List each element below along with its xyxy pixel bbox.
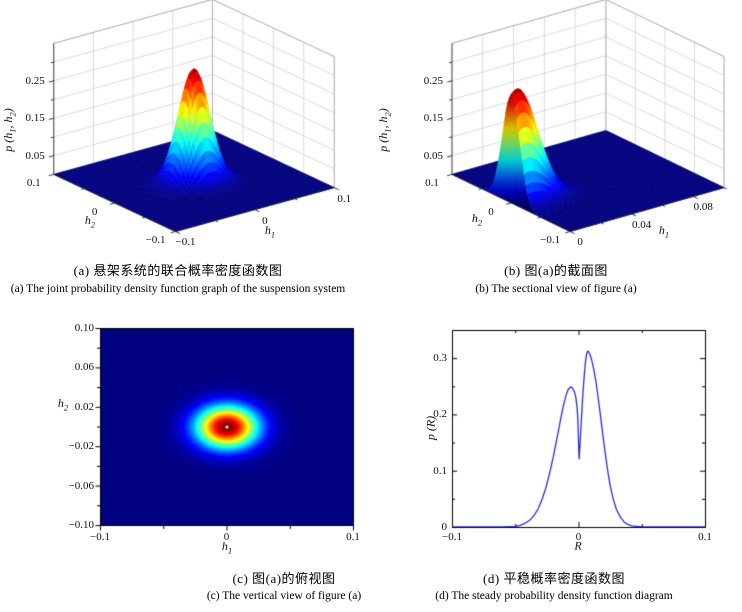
figure-canvas	[0, 0, 742, 612]
figure: 0.05 0.15 0.25 0.1 0 −0.1 −0.1 0 0.1 0.05 0.15 0.25…	[0, 0, 742, 612]
